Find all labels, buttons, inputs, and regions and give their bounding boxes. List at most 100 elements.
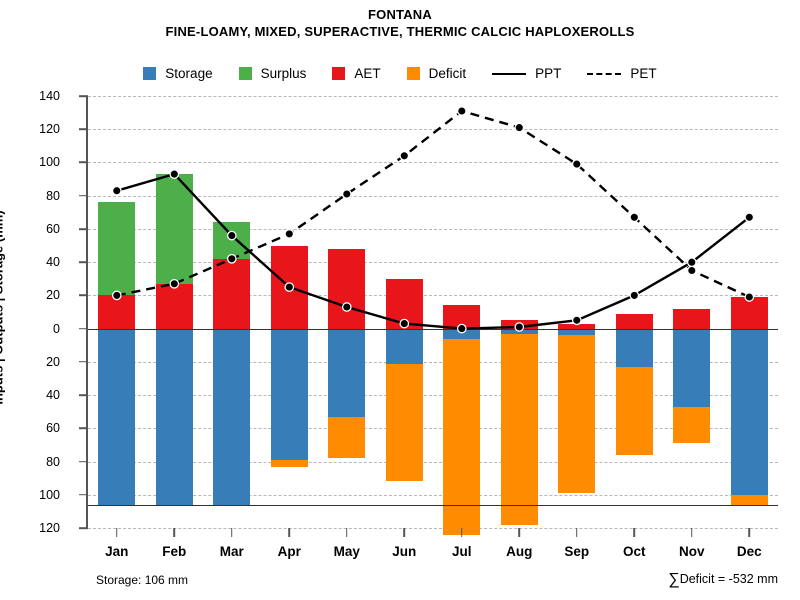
bar-segment-storage <box>730 328 768 495</box>
y-axis-tick <box>79 394 88 396</box>
bar-segment-storage <box>615 328 653 367</box>
bar-segment-storage <box>213 328 251 505</box>
gridline <box>88 528 778 529</box>
bar-segment-storage <box>328 328 366 417</box>
plot-area: 140 120 100 80 60 40 20 0 20 40 60 80 100 120 <box>39 89 778 535</box>
chart-title: FONTANA <box>368 7 432 22</box>
y-axis-tick <box>79 294 88 297</box>
bar-segment-aet <box>155 283 193 329</box>
bar-segment-deficit <box>558 335 596 494</box>
y-axis-tick <box>79 427 88 430</box>
x-axis-tick <box>403 528 406 537</box>
y-axis-tick-label: 60 <box>46 221 60 236</box>
bar-segment-deficit <box>328 416 366 459</box>
bar-segment-storage <box>443 328 481 339</box>
bar-segment-deficit <box>270 459 308 467</box>
bar-segment-storage <box>558 328 596 336</box>
y-axis-tick-label: 0 <box>53 321 60 336</box>
y-axis-tick <box>79 527 88 529</box>
x-axis-tick <box>460 528 463 537</box>
chart-subtitle: FINE-LOAMY, MIXED, SUPERACTIVE, THERMIC … <box>165 24 635 39</box>
sigma-symbol: ∑ <box>668 571 680 588</box>
bar-segment-storage <box>673 328 711 407</box>
y-axis-tick <box>79 194 88 197</box>
y-axis-tick <box>79 460 88 463</box>
x-axis-tick <box>115 528 118 537</box>
legend-item-surplus[interactable]: Surplus <box>238 66 307 81</box>
gridline <box>88 361 778 363</box>
bar-group-mar[interactable] <box>213 96 251 528</box>
y-axis-tick-label: 80 <box>46 454 60 469</box>
legend-item-ppt[interactable]: PPT <box>492 66 561 81</box>
x-axis-label-apr: Apr <box>277 544 301 559</box>
x-axis-tick <box>345 528 348 537</box>
legend-item-deficit[interactable]: Deficit <box>406 66 466 81</box>
bar-segment-surplus <box>213 222 251 259</box>
x-axis-tick <box>575 528 578 537</box>
y-axis-tick-label: 60 <box>46 421 60 436</box>
x-axis-label-jan: Jan <box>105 544 129 559</box>
legend-label: AET <box>354 66 381 81</box>
chart-legend: Storage Surplus AET Deficit PPT PET <box>0 66 800 81</box>
legend-item-aet[interactable]: AET <box>332 66 381 81</box>
bar-segment-deficit <box>500 333 538 525</box>
bar-segment-aet <box>443 305 481 329</box>
bar-segment-aet <box>213 258 251 329</box>
bar-segment-aet <box>500 320 538 329</box>
y-axis-tick <box>79 128 88 131</box>
bar-group-sep[interactable] <box>558 96 596 528</box>
bar-segment-aet <box>270 245 308 329</box>
x-axis-tick <box>518 528 521 537</box>
bar-group-dec[interactable] <box>730 96 768 528</box>
x-axis-label-mar: Mar <box>219 544 244 559</box>
gridline <box>88 395 778 397</box>
y-axis-tick-label: 100 <box>39 487 60 502</box>
y-axis-tick <box>79 95 88 97</box>
deficit-note-text: Deficit = -532 mm <box>679 572 778 586</box>
x-axis-tick <box>173 528 176 537</box>
x-axis-label-jul: Jul <box>451 544 472 559</box>
y-axis-tick <box>79 493 88 496</box>
bar-segment-aet <box>615 313 653 329</box>
y-axis-tick-label: 120 <box>39 122 60 137</box>
bar-group-nov[interactable] <box>673 96 711 528</box>
x-axis-label-nov: Nov <box>678 544 705 559</box>
x-axis-label-jun: Jun <box>392 544 417 559</box>
y-axis-tick-label: 40 <box>46 255 60 270</box>
bar-segment-aet <box>385 278 423 329</box>
x-axis-tick <box>748 528 751 537</box>
legend-swatch-aet <box>332 67 346 80</box>
x-axis-tick <box>230 528 233 537</box>
bar-group-jul[interactable] <box>443 96 481 535</box>
y-axis-tick-label: 20 <box>46 354 60 369</box>
legend-swatch-storage <box>143 67 157 80</box>
bar-group-apr[interactable] <box>270 96 308 528</box>
x-axis-tick <box>633 528 636 537</box>
bar-group-feb[interactable] <box>155 96 193 528</box>
deficit-note: ∑Deficit = -532 mm <box>668 571 778 589</box>
bar-segment-surplus <box>98 202 136 296</box>
bar-group-aug[interactable] <box>500 96 538 528</box>
legend-dashed-line-icon <box>587 72 622 75</box>
legend-item-storage[interactable]: Storage <box>143 66 213 81</box>
gridline <box>88 461 778 463</box>
legend-item-pet[interactable]: PET <box>587 66 657 81</box>
x-axis-label-sep: Sep <box>564 544 590 559</box>
x-axis-label-aug: Aug <box>506 544 533 559</box>
y-axis-tick <box>79 361 88 363</box>
bar-segment-deficit <box>385 363 423 482</box>
storage-note: Storage: 106 mm <box>96 573 189 587</box>
legend-label: Surplus <box>260 66 307 81</box>
bar-group-may[interactable] <box>328 96 366 528</box>
storage-capacity-line <box>88 504 778 507</box>
bar-group-jun[interactable] <box>385 96 423 528</box>
bar-group-oct[interactable] <box>615 96 653 528</box>
legend-label: PPT <box>535 66 562 81</box>
bar-segment-aet <box>673 308 711 329</box>
bar-segment-aet <box>328 248 366 329</box>
gridline <box>88 428 778 430</box>
bar-segment-deficit <box>730 494 768 505</box>
bar-group-jan[interactable] <box>98 96 136 528</box>
y-axis-tick-label: 120 <box>39 521 60 535</box>
y-axis-label: Inputs | Outputs | Storage (mm) <box>0 210 6 405</box>
